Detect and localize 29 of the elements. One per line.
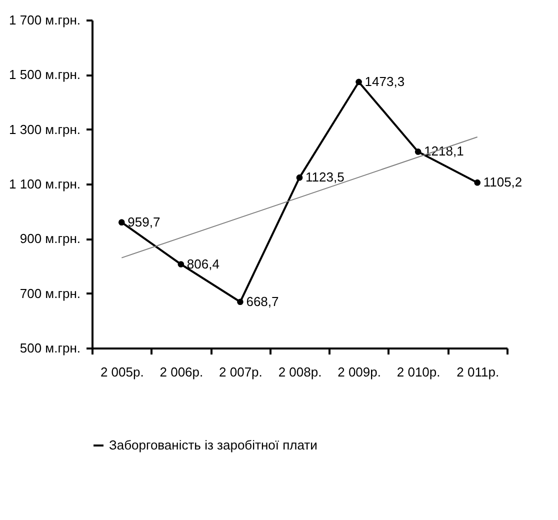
- point: [474, 179, 481, 186]
- x-tick-label: 2 011р.: [456, 364, 500, 380]
- x-tick-label: 2 008р.: [278, 364, 322, 380]
- legend-label: Заборгованість із заробітної плати: [109, 438, 318, 452]
- x-tick-label: 2 007р.: [219, 364, 262, 380]
- point: [178, 261, 184, 268]
- point: [237, 298, 244, 306]
- y-tick-label: 1 300 м.грн.: [9, 122, 80, 137]
- y-tick-label: 1 100 м.грн.: [9, 176, 80, 192]
- x-tick-label: 2 006р.: [160, 364, 204, 380]
- data-label: 1123,5: [306, 170, 344, 185]
- y-tick-label: 900 м.грн.: [20, 231, 80, 246]
- data-label: 806,4: [186, 256, 220, 272]
- point: [414, 148, 422, 155]
- point: [296, 174, 303, 181]
- x-tick-label: 2 005р.: [100, 364, 144, 380]
- data-label: 668,7: [246, 294, 279, 309]
- data-label: 1218,1: [424, 144, 464, 159]
- y-tick-label: 1 700 м.грн.: [9, 12, 80, 28]
- x-tick-label: 2 010р.: [396, 364, 440, 380]
- point: [356, 78, 362, 86]
- point: [118, 219, 125, 226]
- data-label: 1105,2: [483, 174, 522, 190]
- y-tick-label: 1 500 м.грн.: [9, 67, 80, 82]
- data-label: 1473,3: [364, 74, 405, 89]
- y-tick-label: 700 м.грн.: [20, 286, 80, 301]
- x-tick-label: 2 009р.: [338, 364, 381, 380]
- data-label: 959,7: [128, 214, 160, 230]
- y-tick-label: 500 м.грн.: [20, 340, 80, 356]
